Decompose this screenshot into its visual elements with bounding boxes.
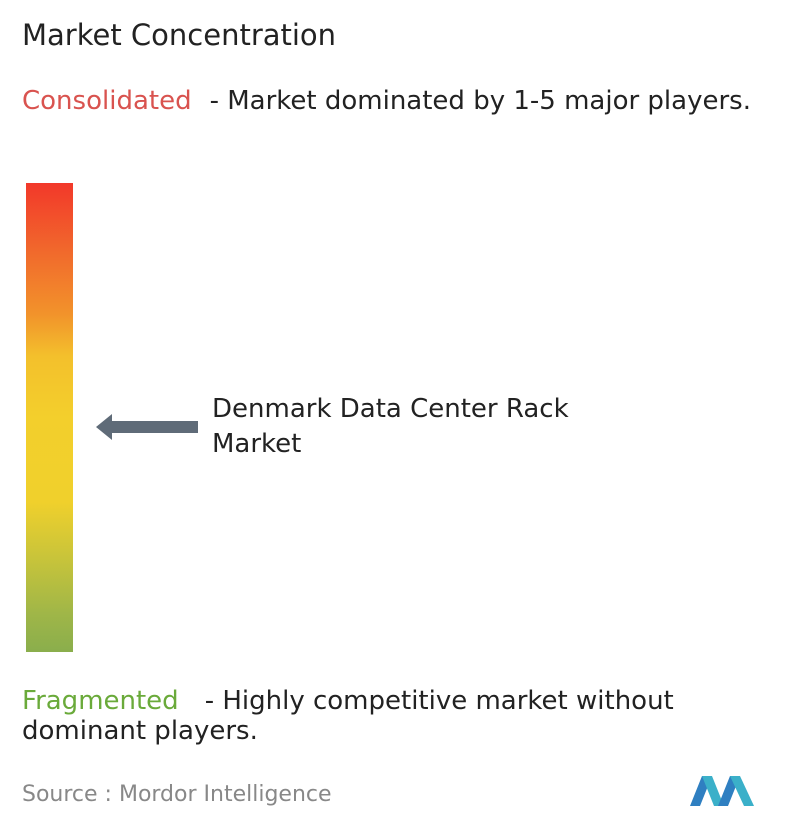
logo-part <box>730 776 754 806</box>
logo <box>690 776 754 806</box>
fragmented-description: - Highly competitive market without domi… <box>22 686 674 746</box>
consolidated-description: - Market dominated by 1-5 major players. <box>209 86 751 116</box>
source: Source : Mordor Intelligence <box>22 782 332 807</box>
logo-part <box>702 776 724 806</box>
consolidated-legend: Consolidated - Market dominated by 1-5 ma… <box>22 86 787 116</box>
fragmented-legend: Fragmented - Highly competitive market wi… <box>22 686 787 746</box>
consolidated-label: Consolidated <box>22 86 192 116</box>
arrow-shape <box>96 414 198 440</box>
market-label: Denmark Data Center Rack Market <box>212 394 569 459</box>
concentration-gradient-bar <box>26 183 73 652</box>
title: Market Concentration <box>22 18 337 52</box>
marker-arrow <box>96 414 198 440</box>
fragmented-label: Fragmented <box>22 686 179 716</box>
